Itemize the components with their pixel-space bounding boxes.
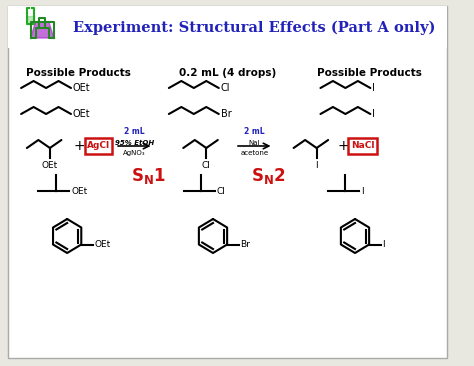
Text: I: I xyxy=(315,161,318,170)
Text: 2 mL: 2 mL xyxy=(124,127,145,136)
Text: Possible Products: Possible Products xyxy=(26,68,131,78)
Text: Cl: Cl xyxy=(202,161,211,170)
Text: I: I xyxy=(372,83,375,93)
Text: 0.2 mL (4 drops): 0.2 mL (4 drops) xyxy=(179,68,276,78)
Polygon shape xyxy=(31,22,54,38)
Text: I: I xyxy=(361,187,364,195)
Text: I: I xyxy=(383,240,385,249)
Text: $\mathbf{S_N2}$: $\mathbf{S_N2}$ xyxy=(251,166,286,186)
Text: OEt: OEt xyxy=(42,161,58,170)
Text: NaCl: NaCl xyxy=(351,142,374,150)
Text: +: + xyxy=(337,139,349,153)
Text: OEt: OEt xyxy=(71,187,87,195)
Text: $\mathbf{S_N1}$: $\mathbf{S_N1}$ xyxy=(131,166,166,186)
Text: OEt: OEt xyxy=(95,240,111,249)
Text: 95% EtOH: 95% EtOH xyxy=(115,140,154,146)
Text: 2 mL: 2 mL xyxy=(244,127,264,136)
Text: Cl: Cl xyxy=(217,187,226,195)
Text: AgCl: AgCl xyxy=(87,142,110,150)
Text: NaI: NaI xyxy=(248,140,260,146)
Text: Br: Br xyxy=(221,109,231,119)
Text: OEt: OEt xyxy=(73,83,91,93)
Text: AgNO₃: AgNO₃ xyxy=(123,150,146,156)
Text: OEt: OEt xyxy=(73,109,91,119)
Bar xyxy=(85,138,112,154)
Text: acetone: acetone xyxy=(240,150,268,156)
Text: Possible Products: Possible Products xyxy=(317,68,422,78)
Bar xyxy=(8,6,447,48)
Text: Cl: Cl xyxy=(221,83,230,93)
Text: Experiment: Structural Effects (Part A only): Experiment: Structural Effects (Part A o… xyxy=(73,21,436,35)
Text: +: + xyxy=(74,139,85,153)
Text: Br: Br xyxy=(241,240,250,249)
Bar xyxy=(348,138,377,154)
Polygon shape xyxy=(27,16,34,24)
Text: I: I xyxy=(372,109,375,119)
